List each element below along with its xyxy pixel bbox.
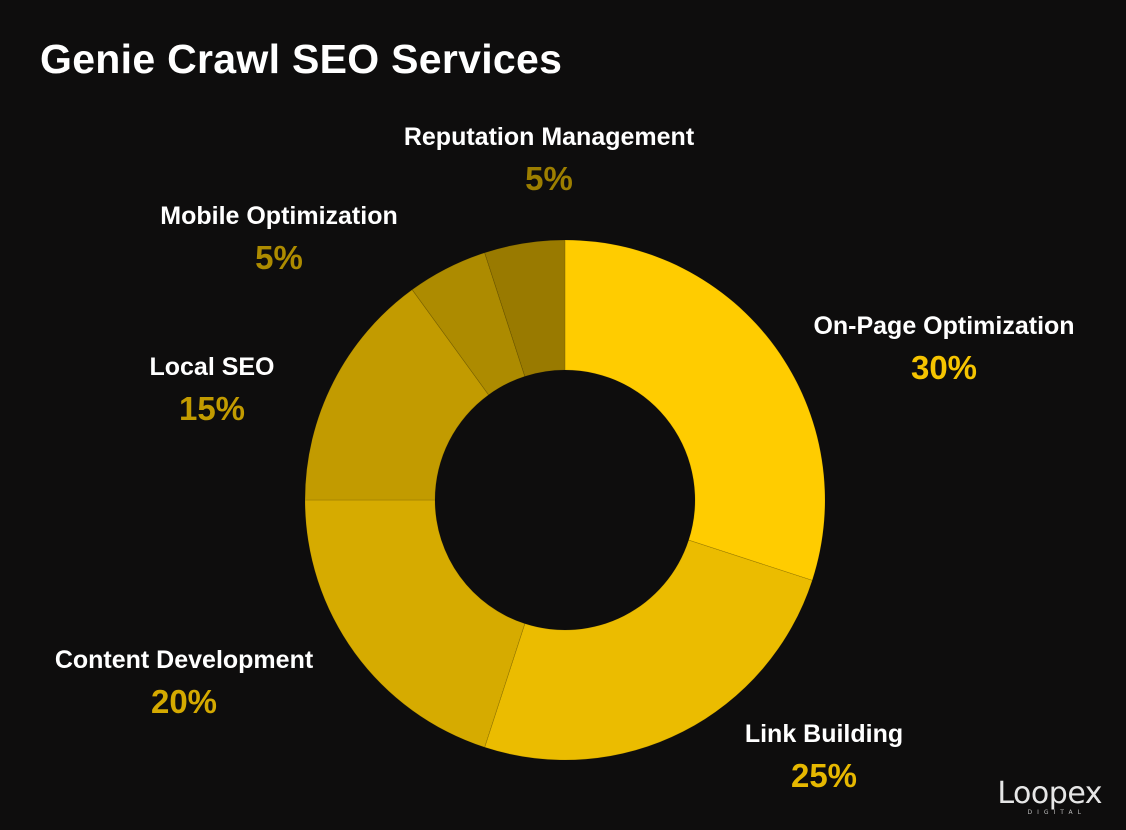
- logo-subtitle: DIGITAL: [1027, 809, 1086, 816]
- logo-wordmark: Loopex: [997, 776, 1102, 811]
- slice-link-building: [484, 539, 813, 761]
- slice-local-seo: [304, 289, 490, 501]
- slice-value-on-page-optimization: 30%: [911, 349, 977, 386]
- slice-value-reputation-management: 5%: [525, 160, 573, 197]
- slice-label-on-page-optimization: On-Page Optimization: [813, 312, 1074, 340]
- slice-label-local-seo: Local SEO: [149, 353, 274, 381]
- slice-on-page-optimization: [564, 239, 826, 581]
- brand-logo: Loopex DIGITAL: [997, 776, 1102, 817]
- chart-title: Genie Crawl SEO Services: [40, 36, 563, 82]
- slice-label-content-development: Content Development: [55, 646, 314, 674]
- slices-group: [304, 239, 826, 761]
- slice-value-link-building: 25%: [791, 757, 857, 794]
- slice-content-development: [304, 499, 526, 748]
- slice-value-mobile-optimization: 5%: [255, 239, 303, 276]
- slice-mobile-optimization: [411, 252, 526, 396]
- slice-value-content-development: 20%: [151, 683, 217, 720]
- slice-label-reputation-management: Reputation Management: [404, 123, 695, 151]
- slice-value-local-seo: 15%: [179, 390, 245, 427]
- labels-group: On-Page Optimization 30% Link Building 25% C…: [55, 123, 1075, 794]
- slice-label-link-building: Link Building: [745, 720, 903, 748]
- slice-reputation-management: [484, 239, 566, 377]
- slice-label-mobile-optimization: Mobile Optimization: [160, 202, 398, 230]
